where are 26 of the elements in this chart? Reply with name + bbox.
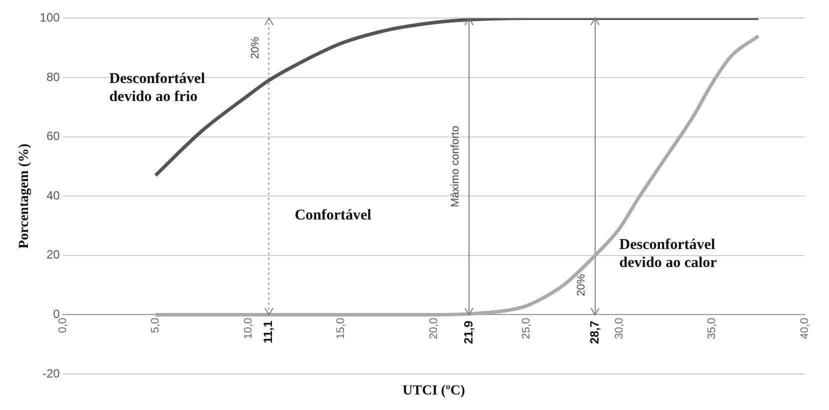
x-tick-label: 15,0 bbox=[335, 318, 348, 340]
x-tick-label: 5,0 bbox=[150, 318, 162, 333]
annotation: Máximo conforto bbox=[450, 126, 462, 208]
ref-line-label: 21,9 bbox=[461, 320, 476, 344]
x-tick-label: 0,0 bbox=[56, 318, 69, 333]
y-tick-label: 80 bbox=[46, 70, 60, 84]
annotation: 20% bbox=[249, 36, 262, 59]
annotation: Desconfortável devido ao calor bbox=[619, 236, 718, 271]
ref-line-label: 28,7 bbox=[588, 320, 602, 344]
y-tick-label: 100 bbox=[40, 10, 60, 25]
x-tick-label: 40,0 bbox=[798, 318, 811, 340]
y-axis-title: Porcentagem (%) bbox=[17, 143, 32, 249]
annotation: 20% bbox=[576, 274, 588, 296]
x-tick-label: 35,0 bbox=[706, 318, 718, 340]
x-tick-label: 25,0 bbox=[520, 318, 533, 340]
y-tick-label: 20 bbox=[46, 248, 60, 262]
x-tick-label: 20,0 bbox=[428, 318, 440, 340]
y-tick-label: 40 bbox=[46, 188, 60, 202]
x-axis-title: UTCI (ºC) bbox=[402, 384, 466, 399]
y-tick-label: 60 bbox=[46, 129, 60, 144]
x-tick-label: 30,0 bbox=[613, 318, 626, 340]
x-tick-label: 10,0 bbox=[242, 318, 254, 340]
annotation: Desconfortável devido ao frio bbox=[109, 70, 206, 105]
y-tick-label: -20 bbox=[42, 366, 60, 380]
ref-line-label: 11,1 bbox=[261, 320, 276, 344]
annotation: Confortável bbox=[294, 207, 372, 224]
